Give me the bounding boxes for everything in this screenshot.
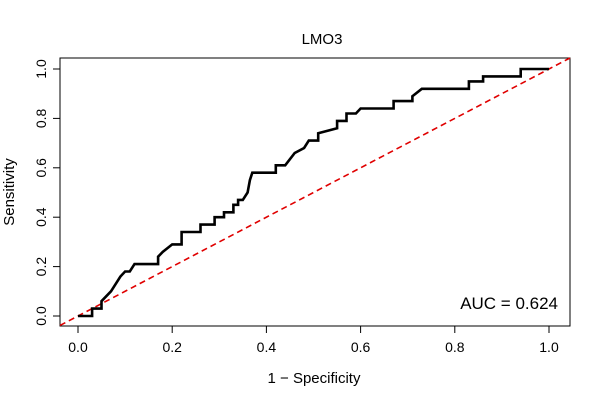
x-tick-label: 0.2 [162,339,182,355]
y-tick-label: 0.2 [33,257,49,277]
y-tick-label: 0.8 [33,108,49,128]
auc-annotation: AUC = 0.624 [460,294,558,313]
x-axis-title: 1 − Specificity [268,370,361,387]
x-tick-label: 0.6 [351,339,371,355]
y-axis-title: Sensitivity [1,158,18,226]
reference-diagonal-line [59,57,571,327]
x-tick-label: 0.0 [68,339,88,355]
y-tick-label: 0.4 [33,207,49,227]
roc-curve-line [78,67,549,318]
y-tick-label: 0.6 [33,158,49,178]
plot-area [59,57,571,327]
y-axis: 0.0 0.2 0.4 0.6 0.8 1.0 [33,59,61,326]
x-tick-label: 1.0 [539,339,559,355]
plot-frame [59,57,571,327]
x-tick-label: 0.8 [445,339,465,355]
y-tick-label: 0.0 [33,306,49,326]
y-tick-label: 1.0 [33,59,49,79]
plot-title: LMO3 [302,31,343,48]
x-axis: 0.0 0.2 0.4 0.6 0.8 1.0 [68,325,559,355]
x-tick-label: 0.4 [257,339,277,355]
